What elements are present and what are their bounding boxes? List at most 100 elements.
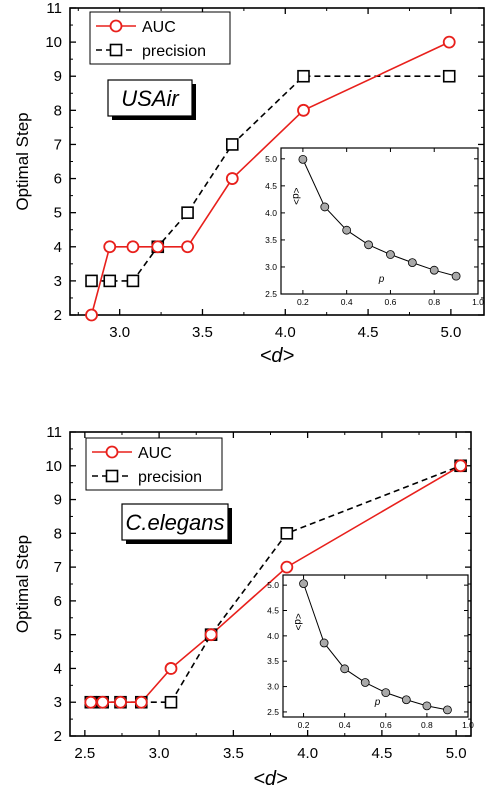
inset-x-tick-label: 0.2 (297, 297, 309, 307)
precision-point (126, 274, 140, 288)
inset-y-tick-label: 3.5 (265, 235, 277, 245)
inset-point (429, 265, 439, 275)
y-axis-label: Optimal Step (13, 112, 32, 210)
x-axis-label: <d> (253, 768, 287, 790)
y-tick-label: 9 (54, 68, 62, 85)
y-tick-label: 11 (46, 0, 62, 17)
x-tick-label: 3.0 (109, 324, 130, 341)
inset-chart: 2.5 3.0 3.5 4.0 4.5 5.0 0.2 0.4 0.6 0.8 1.0 p <d> (265, 147, 484, 307)
inset-x-tick-label: 0.6 (380, 720, 392, 730)
network-label: C.elegans (125, 510, 224, 535)
y-tick-label: 11 (46, 424, 62, 441)
y-tick-label: 9 (54, 492, 62, 509)
inset-point (360, 678, 370, 687)
inset-point (451, 271, 461, 281)
inset-y-tick-label: 4.5 (265, 181, 277, 191)
y-tick-label: 3 (54, 694, 62, 711)
legend-label-precision: precision (138, 469, 202, 486)
inset-x-axis-label: p (374, 697, 381, 708)
y-tick-label: 4 (54, 239, 62, 256)
inset-point (299, 579, 308, 589)
auc-point (454, 459, 468, 473)
inset-x-tick-label: 1.0 (462, 720, 474, 730)
legend-marker-auc (109, 19, 123, 33)
y-tick-label: 7 (54, 559, 62, 576)
auc-point (103, 240, 117, 254)
inset-point (401, 695, 411, 705)
inset-y-tick-label: 5.0 (267, 580, 279, 590)
inset-y-tick-label: 4.0 (267, 631, 279, 641)
y-tick-label: 10 (45, 458, 62, 475)
legend: AUC precision (89, 11, 231, 65)
inset-x-tick-label: 0.6 (385, 297, 397, 307)
inset-x-tick-label: 0.4 (339, 720, 351, 730)
auc-point (204, 628, 218, 642)
auc-point (164, 662, 178, 675)
x-tick-label: 4.0 (275, 324, 296, 341)
inset-x-axis-label: p (378, 274, 385, 285)
legend-label-auc: AUC (138, 445, 172, 462)
x-tick-label: 4.5 (371, 745, 392, 762)
auc-point (134, 695, 148, 709)
y-tick-label: 4 (54, 660, 62, 677)
y-tick-label: 2 (54, 307, 62, 324)
auc-point (181, 240, 194, 254)
y-tick-label: 10 (45, 34, 62, 51)
precision-point (297, 69, 310, 83)
x-tick-label: 2.5 (74, 745, 95, 762)
x-axis-label: <d> (260, 345, 294, 367)
x-tick-label: 3.5 (192, 324, 213, 341)
x-tick-label: 5.0 (440, 324, 461, 341)
y-tick-label: 7 (54, 136, 62, 153)
inset-point (340, 664, 350, 674)
inset-y-tick-label: 3.5 (267, 656, 279, 666)
inset-y-tick-label: 3.0 (267, 682, 279, 692)
inset-point (407, 258, 417, 268)
network-label-box (121, 503, 229, 541)
inset-x-tick-label: 0.8 (428, 297, 440, 307)
legend-marker-precision (109, 43, 123, 57)
inset-frame (280, 147, 479, 295)
legend-marker-precision (105, 469, 119, 483)
inset-point (364, 240, 373, 250)
auc-point (126, 240, 140, 254)
x-tick-label: 4.0 (297, 745, 318, 762)
legend-label-auc: AUC (142, 19, 176, 36)
auc-point (84, 695, 98, 709)
inset-x-tick-label: 1.0 (472, 297, 484, 307)
inset-chart: 2.5 3.0 3.5 4.0 4.5 5.0 0.2 0.4 0.6 0.8 1.0 p <d> (267, 574, 474, 730)
inset-point (443, 705, 452, 715)
inset-y-axis-label: <d> (290, 188, 301, 205)
chart-2: 2 3 4 5 6 7 8 9 10 11 2.5 3.0 3.5 4.0 4.5 5.0 <d> Optimal… (13, 424, 474, 790)
y-tick-label: 2 (54, 728, 62, 745)
network-label-box (107, 79, 193, 117)
x-tick-label: 5.0 (446, 745, 467, 762)
inset-point (319, 638, 329, 648)
auc-point (280, 560, 294, 574)
inset-point (386, 250, 395, 259)
inset-y-tick-label: 4.5 (267, 606, 279, 616)
inset-x-tick-label: 0.4 (341, 297, 353, 307)
legend-marker-auc (105, 445, 119, 459)
inset-y-tick-label: 3.0 (265, 262, 277, 272)
auc-point (114, 695, 127, 709)
inset-x-tick-label: 0.8 (421, 720, 433, 730)
auc-point (151, 240, 165, 254)
auc-point (96, 695, 110, 709)
precision-point (85, 274, 98, 288)
y-tick-label: 5 (54, 205, 62, 222)
precision-point (103, 274, 117, 288)
inset-y-tick-label: 4.0 (265, 208, 277, 218)
network-label: USAir (121, 86, 180, 111)
inset-y-axis-label: <d> (292, 613, 303, 630)
inset-point (320, 202, 330, 212)
x-tick-label: 3.5 (223, 745, 244, 762)
auc-point (442, 35, 456, 49)
precision-point (442, 69, 456, 83)
y-tick-label: 3 (54, 273, 62, 290)
y-axis-label: Optimal Step (13, 535, 32, 633)
precision-point (225, 138, 239, 151)
legend-label-precision: precision (142, 43, 206, 60)
x-tick-label: 4.5 (358, 324, 379, 341)
